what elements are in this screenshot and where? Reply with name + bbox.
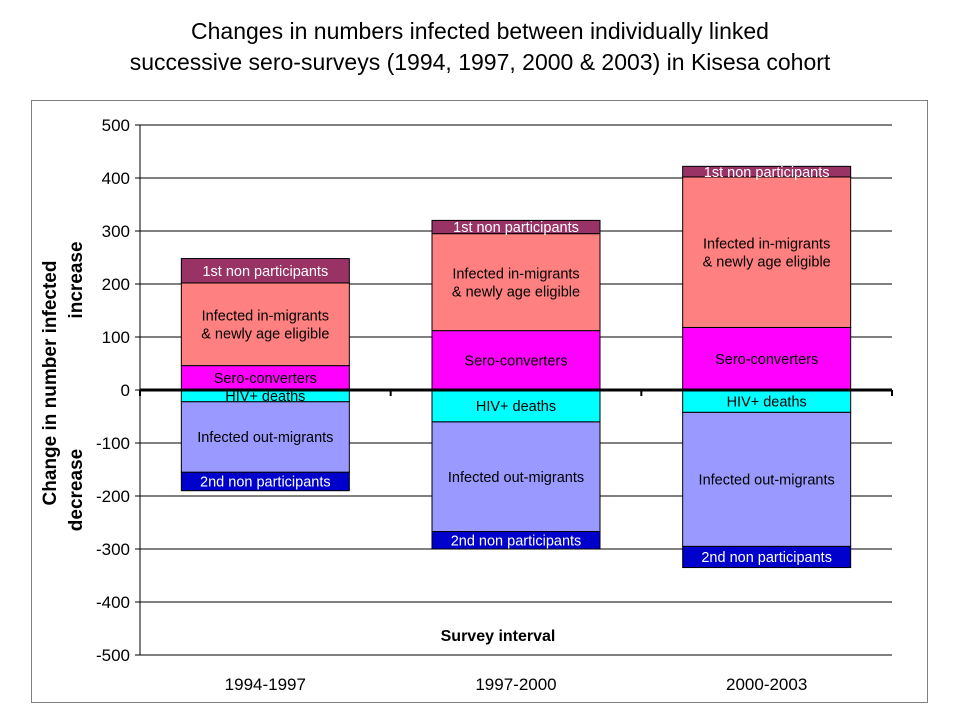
y-tick-label: 200 — [102, 275, 130, 294]
y-tick-label: 100 — [102, 328, 130, 347]
y-tick-label: 400 — [102, 169, 130, 188]
data-label: Sero-converters — [715, 352, 818, 368]
chart-title-line-1: Changes in numbers infected between indi… — [191, 18, 769, 44]
bar-segment — [682, 165, 852, 178]
bars: 2nd non participants Infected out-migrant… — [180, 165, 852, 569]
bar-segment — [682, 176, 852, 328]
x-tick-label: 1994-1997 — [225, 675, 306, 694]
y-axis-label-increase: increase — [66, 241, 87, 318]
chart-title-line-2: successive sero-surveys (1994, 1997, 200… — [129, 49, 831, 75]
data-label: Infected out-migrants — [197, 430, 333, 446]
x-tick-label: 2000-2003 — [726, 675, 807, 694]
axes — [135, 124, 893, 656]
bar-segment — [431, 233, 601, 332]
y-tick-label: 0 — [121, 381, 130, 400]
y-axis-label: Change in number infected — [40, 261, 61, 506]
data-label: 1st non participants — [453, 220, 579, 236]
y-tick-labels: -500 -400 -300 -200 -100 0 100 200 300 400 500 — [96, 116, 130, 665]
data-label: Sero-converters — [464, 354, 567, 370]
y-tick-label: 500 — [102, 116, 130, 135]
bar-segment — [431, 421, 601, 533]
bar-segment — [180, 365, 350, 391]
data-label: HIV+ deaths — [476, 399, 556, 415]
data-label: Infected in-migrants & newly age eligible — [201, 309, 329, 343]
y-axis-label-decrease: decrease — [66, 449, 87, 531]
bar-segment — [431, 389, 601, 423]
data-label: 2nd non participants — [200, 475, 331, 491]
chart-frame — [31, 100, 928, 703]
y-tick-label: -200 — [96, 487, 130, 506]
bar-segment — [180, 282, 350, 367]
data-label: 2nd non participants — [451, 533, 582, 549]
data-label: HIV+ deaths — [727, 394, 807, 410]
y-tick-label: -100 — [96, 434, 130, 453]
data-label: 1st non participants — [704, 165, 830, 181]
y-tick-label: 300 — [102, 222, 130, 241]
data-label: Infected out-migrants — [699, 473, 835, 489]
x-tick-labels: 1994-1997 1997-2000 2000-2003 — [225, 675, 808, 694]
y-tick-label: -500 — [96, 646, 130, 665]
data-label: Infected out-migrants — [448, 470, 584, 486]
bar-segment — [180, 258, 350, 284]
x-tick-label: 1997-2000 — [475, 675, 556, 694]
data-label: HIV+ deaths — [225, 389, 305, 405]
bar-segment — [180, 401, 350, 473]
y-tick-label: -300 — [96, 540, 130, 559]
x-axis-label: Survey interval — [441, 628, 556, 645]
bar-segment — [431, 219, 601, 235]
data-label: 1st non participants — [202, 264, 328, 280]
y-tick-label: -400 — [96, 593, 130, 612]
data-label: Infected in-migrants & newly age eligible — [703, 236, 831, 270]
data-label: Infected in-migrants & newly age eligible — [452, 266, 580, 300]
data-label: Sero-converters — [214, 371, 317, 387]
data-label: 2nd non participants — [701, 550, 832, 566]
bar-segment — [682, 411, 852, 547]
bar-segment — [682, 326, 852, 391]
chart-title: Changes in numbers infected between indi… — [0, 16, 960, 78]
